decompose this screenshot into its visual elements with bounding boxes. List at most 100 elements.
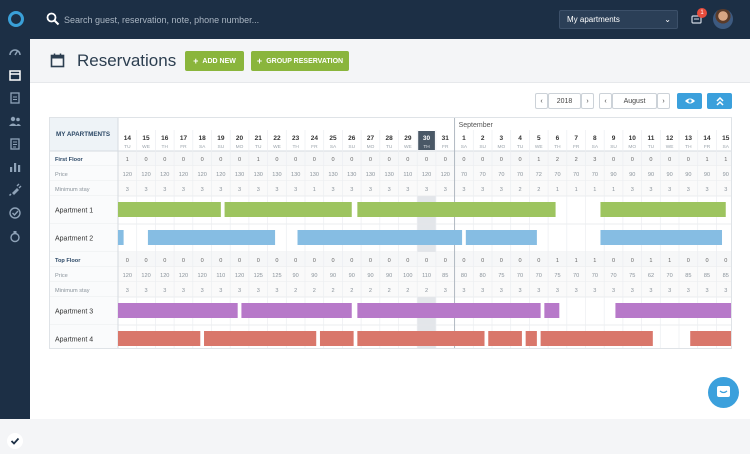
- price-cell: 70: [498, 172, 504, 178]
- stat-row-bg: [118, 267, 731, 282]
- money-bag-icon[interactable]: [8, 229, 22, 243]
- price-cell: 90: [704, 172, 710, 178]
- avatar[interactable]: [713, 9, 733, 29]
- availability-cell: 2: [575, 157, 578, 163]
- day-number: 15: [722, 135, 730, 142]
- min-stay-cell: 2: [369, 288, 372, 294]
- reservation-bar: [731, 202, 732, 217]
- min-stay-cell: 3: [687, 288, 690, 294]
- min-stay-cell: 3: [537, 288, 540, 294]
- checkmark-icon[interactable]: [7, 433, 23, 449]
- price-cell: 70: [517, 172, 523, 178]
- price-cell: 120: [141, 172, 150, 178]
- group-name: Top Floor: [55, 258, 81, 264]
- availability-cell: 0: [518, 157, 521, 163]
- day-number: 15: [142, 135, 150, 142]
- chat-icon: [717, 386, 730, 397]
- day-number: 10: [629, 135, 637, 142]
- clipboard-icon[interactable]: [8, 91, 22, 105]
- reservation-bar: [488, 331, 522, 346]
- price-cell: 70: [592, 172, 598, 178]
- min-stay-cell: 1: [612, 187, 615, 193]
- notification-icon[interactable]: [691, 14, 702, 25]
- check-circle-icon[interactable]: [8, 206, 22, 220]
- statistics-icon[interactable]: [8, 160, 22, 174]
- min-stay-cell: 3: [126, 288, 129, 294]
- weekday-label: TH: [554, 144, 561, 150]
- calendar-icon[interactable]: [8, 68, 22, 82]
- row-label-bg: [50, 196, 118, 224]
- price-cell: 130: [235, 172, 244, 178]
- dashboard-icon[interactable]: [8, 45, 22, 59]
- day-number: 14: [124, 135, 132, 142]
- divider: [30, 82, 750, 83]
- reservation-bar: [204, 331, 317, 346]
- app-logo-icon[interactable]: [8, 11, 24, 27]
- row-label-bg: [50, 282, 118, 297]
- chat-button[interactable]: [708, 377, 739, 408]
- search-input[interactable]: [62, 10, 486, 30]
- price-cell: 90: [723, 172, 729, 178]
- availability-cell: 0: [350, 258, 353, 264]
- view-toggle-button[interactable]: [677, 93, 702, 109]
- min-stay-cell: 3: [238, 288, 241, 294]
- price-cell: 90: [685, 172, 691, 178]
- next-month-button[interactable]: ›: [657, 93, 670, 109]
- property-select[interactable]: My apartments ⌄: [559, 10, 678, 29]
- month-value: August: [612, 93, 657, 109]
- availability-cell: 0: [331, 258, 334, 264]
- day-number: 30: [423, 135, 431, 142]
- min-stay-cell: 3: [724, 288, 727, 294]
- min-stay-cell: 1: [556, 187, 559, 193]
- min-stay-cell: 3: [331, 187, 334, 193]
- collapse-button[interactable]: [707, 93, 732, 109]
- weekday-label: FR: [180, 144, 187, 150]
- availability-cell: 0: [182, 157, 185, 163]
- prev-month-button[interactable]: ‹: [599, 93, 612, 109]
- min-stay-cell: 3: [257, 288, 260, 294]
- plug-icon[interactable]: [8, 183, 22, 197]
- min-stay-cell: 3: [724, 187, 727, 193]
- price-cell: 90: [629, 172, 635, 178]
- min-stay-cell: 1: [313, 187, 316, 193]
- availability-cell: 1: [537, 157, 540, 163]
- price-cell: 75: [498, 273, 504, 279]
- availability-cell: 0: [144, 258, 147, 264]
- plus-icon: +: [256, 56, 263, 66]
- min-stay-cell: 2: [518, 187, 521, 193]
- price-cell: 90: [367, 273, 373, 279]
- invoice-icon[interactable]: [8, 137, 22, 151]
- price-cell: 70: [573, 172, 579, 178]
- next-year-button[interactable]: ›: [581, 93, 594, 109]
- availability-cell: 0: [369, 157, 372, 163]
- day-number: 5: [537, 135, 541, 142]
- reservation-bar: [690, 331, 731, 346]
- add-new-button[interactable]: + ADD NEW: [185, 51, 244, 71]
- today-header: [418, 131, 435, 150]
- price-cell: 85: [704, 273, 710, 279]
- min-stay-label: Minimum stay: [55, 288, 90, 294]
- availability-cell: 1: [724, 157, 727, 163]
- group-reservation-button[interactable]: + GROUP RESERVATION: [251, 51, 349, 71]
- guests-icon[interactable]: [8, 114, 22, 128]
- min-stay-cell: 3: [350, 187, 353, 193]
- availability-cell: 0: [537, 258, 540, 264]
- availability-cell: 0: [612, 157, 615, 163]
- row-label-bg: [50, 181, 118, 196]
- day-number: 18: [199, 135, 207, 142]
- availability-cell: 0: [406, 157, 409, 163]
- availability-cell: 0: [444, 157, 447, 163]
- row-label-bg: [50, 267, 118, 282]
- day-number: 17: [180, 135, 188, 142]
- availability-cell: 0: [388, 157, 391, 163]
- prev-year-button[interactable]: ‹: [535, 93, 548, 109]
- availability-cell: 0: [425, 258, 428, 264]
- price-cell: 120: [441, 172, 450, 178]
- weekday-label: WE: [142, 144, 150, 150]
- weekday-label: SU: [479, 144, 486, 150]
- min-stay-cell: 3: [219, 187, 222, 193]
- calendar-header-bg: [50, 118, 731, 151]
- day-number: 24: [311, 135, 319, 142]
- price-cell: 90: [293, 273, 299, 279]
- row-label-bg: [50, 224, 118, 252]
